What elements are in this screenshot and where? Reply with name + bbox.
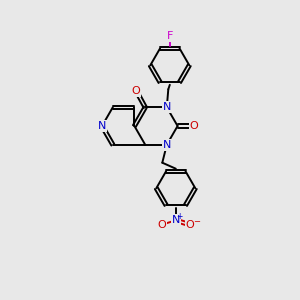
Text: F: F [167,31,173,41]
Text: O: O [132,86,141,96]
Text: N: N [172,215,180,225]
Text: O: O [190,121,199,131]
Text: N: N [163,140,171,150]
Text: −: − [193,217,200,226]
Text: O: O [157,220,166,230]
Text: O: O [186,220,195,230]
Text: N: N [163,102,171,112]
Text: +: + [176,212,183,220]
Text: N: N [98,121,106,131]
